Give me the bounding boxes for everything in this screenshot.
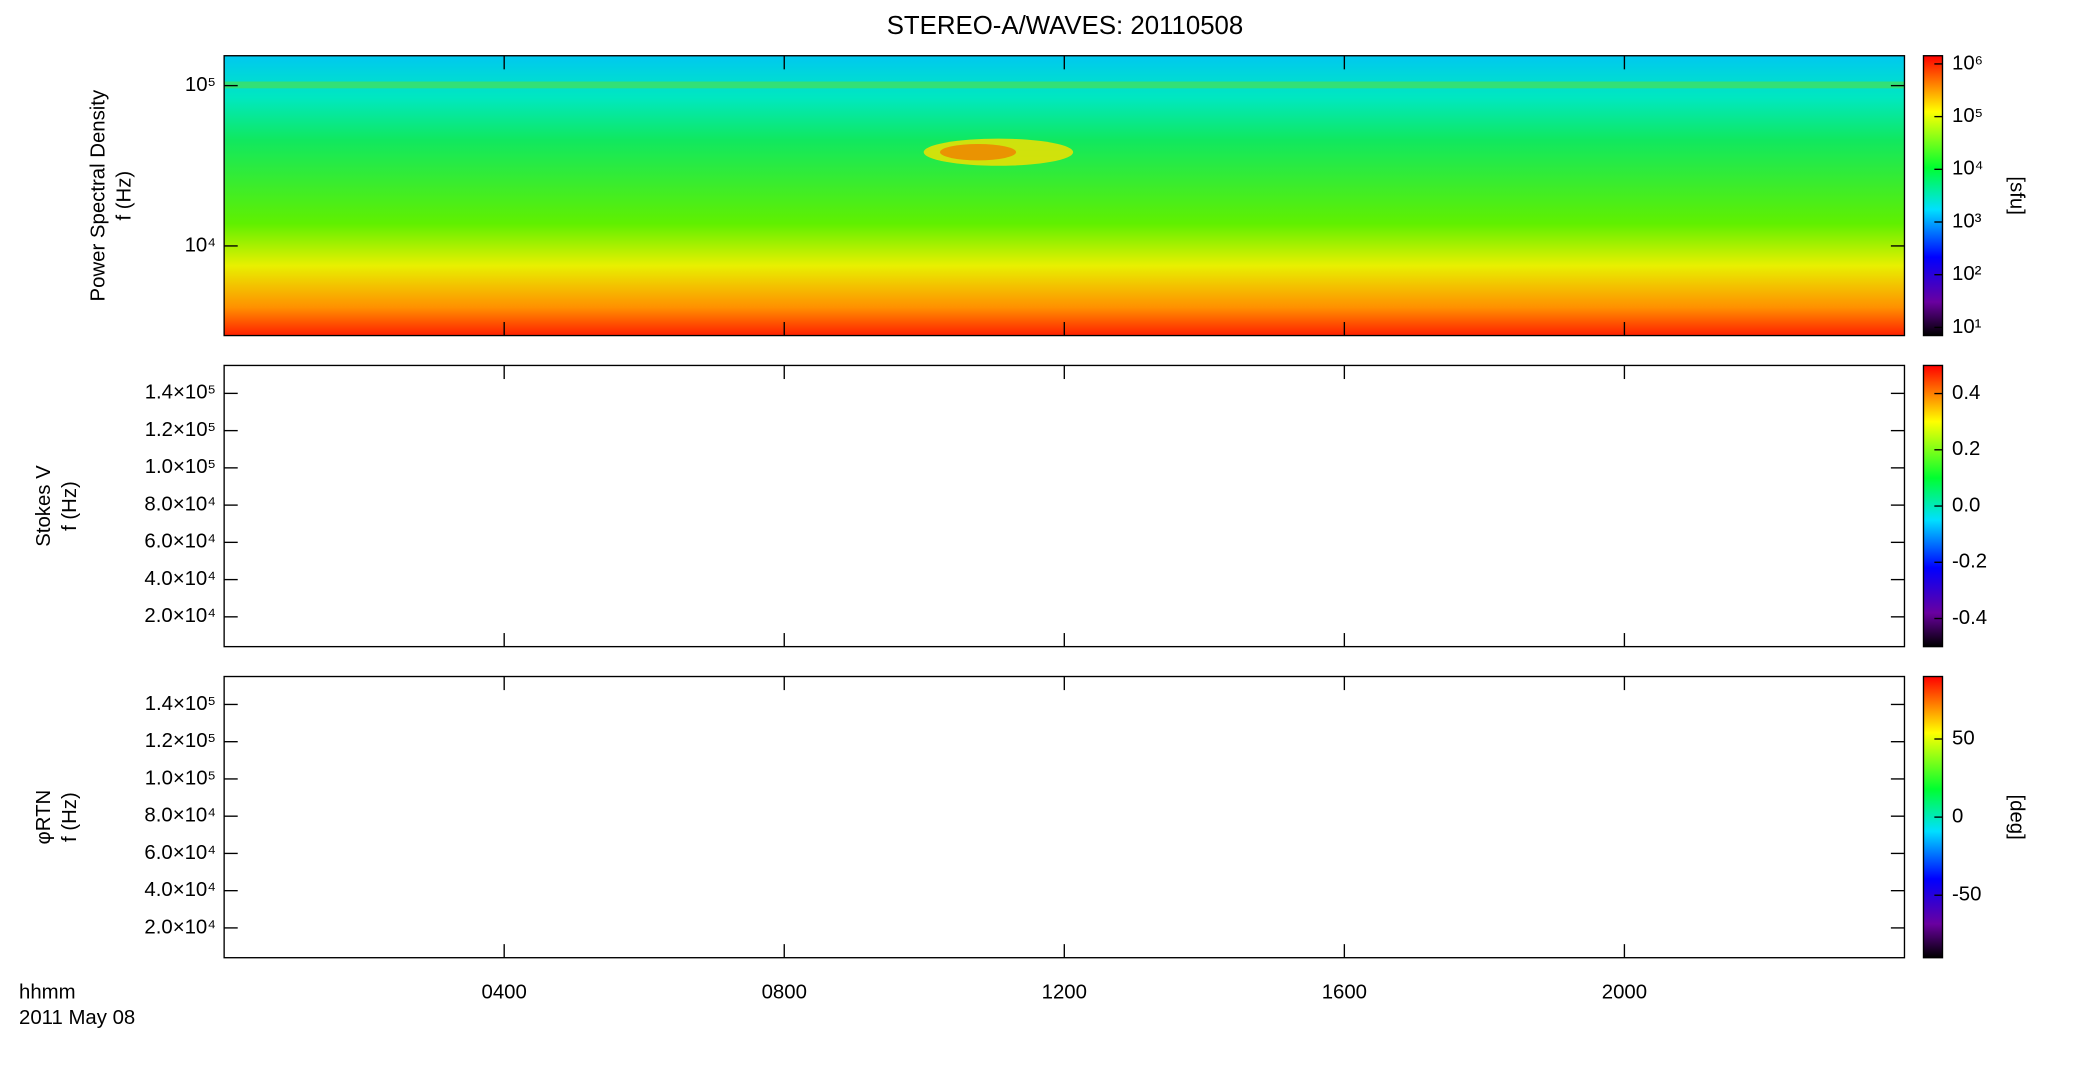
colorbar-tick-label: 0.4 (1952, 382, 1980, 404)
y-tick-label: 4.0×10⁴ (144, 879, 216, 901)
y-tick-label: 4.0×10⁴ (144, 568, 216, 590)
y-tick-label: 1.4×10⁵ (145, 382, 216, 404)
plot-frame (223, 364, 1906, 648)
colorbar (1922, 55, 1944, 337)
y-axis-label: Stokes V (33, 465, 55, 547)
y-axis-label: f (Hz) (113, 171, 135, 221)
y-tick-label: 10⁵ (185, 74, 216, 96)
x-axis-label: hhmm (19, 981, 76, 1003)
y-tick-label: 2.0×10⁴ (144, 605, 216, 627)
colorbar-tick-label: 10⁵ (1952, 105, 1983, 127)
y-tick-label: 1.0×10⁵ (145, 456, 216, 478)
x-tick-label: 1600 (1322, 981, 1367, 1003)
spectrogram-image (224, 55, 1905, 336)
colorbar-tick-label: -0.2 (1952, 551, 1987, 573)
colorbar-tick-label: 0.0 (1952, 494, 1980, 516)
chart-title: STEREO-A/WAVES: 20110508 (887, 12, 1244, 40)
y-tick-label: 6.0×10⁴ (144, 531, 216, 553)
colorbar-tick-label: 10⁴ (1952, 158, 1983, 180)
y-tick-label: 10⁴ (185, 234, 216, 256)
y-tick-label: 8.0×10⁴ (144, 805, 216, 827)
y-tick-label: 1.2×10⁵ (145, 419, 216, 441)
plot-frame (223, 675, 1906, 959)
spectrogram-burst (940, 144, 1017, 161)
y-tick-label: 8.0×10⁴ (144, 493, 216, 515)
x-axis-label: 2011 May 08 (19, 1007, 135, 1029)
colorbar-tick-label: 10¹ (1952, 316, 1982, 338)
y-tick-label: 1.0×10⁵ (145, 767, 216, 789)
colorbar-tick-label: 10² (1952, 263, 1982, 285)
x-tick-label: 0400 (482, 981, 527, 1003)
y-tick-label: 2.0×10⁴ (144, 916, 216, 938)
colorbar-tick-label: 50 (1952, 727, 1975, 749)
x-tick-label: 1200 (1042, 981, 1087, 1003)
colorbar-tick-label: 10³ (1952, 210, 1982, 232)
colorbar-tick-label: 0.2 (1952, 438, 1980, 460)
colorbar-tick-label: -50 (1952, 884, 1981, 906)
colorbar-tick-label: 0 (1952, 805, 1963, 827)
colorbar-tick-label: -0.4 (1952, 607, 1987, 629)
colorbar-label: [sfu] (2005, 176, 2027, 214)
y-axis-label: φRTN (33, 790, 55, 845)
y-axis-label: f (Hz) (59, 792, 81, 842)
y-axis-label: Power Spectral Density (88, 89, 110, 301)
y-tick-label: 6.0×10⁴ (144, 842, 216, 864)
x-tick-label: 0800 (762, 981, 807, 1003)
y-tick-label: 1.4×10⁵ (145, 693, 216, 715)
spectrogram-band (224, 81, 1905, 89)
colorbar-label: [deg] (2005, 794, 2027, 839)
x-tick-label: 2000 (1602, 981, 1647, 1003)
y-tick-label: 1.2×10⁵ (145, 730, 216, 752)
colorbar-tick-label: 10⁶ (1952, 52, 1983, 74)
y-axis-label: f (Hz) (59, 481, 81, 531)
